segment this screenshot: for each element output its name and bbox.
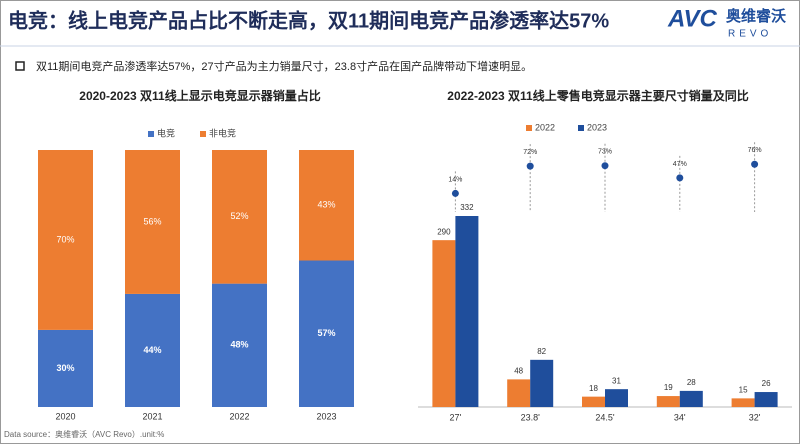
x-tick-label: 32': [749, 412, 761, 422]
x-tick-label: 27': [450, 412, 462, 422]
x-tick-label: 2023: [316, 411, 336, 421]
legend-swatch: [148, 131, 154, 137]
data-label: 82: [537, 347, 546, 356]
growth-label: 72%: [523, 149, 537, 156]
slide-title: 电竞：线上电竞产品占比不断走高，双11期间电竞产品渗透率达57%: [8, 8, 609, 32]
data-label: 57%: [317, 328, 335, 338]
data-label: 44%: [143, 345, 161, 355]
legend-label: 2022: [535, 122, 555, 132]
x-tick-label: 2020: [55, 411, 75, 421]
growth-dot: [601, 162, 609, 170]
bar: [731, 398, 755, 407]
chart-title: 2022-2023 双11线上零售电竞显示器主要尺寸销量及同比: [447, 88, 748, 103]
legend-label: 电竞: [157, 127, 175, 138]
data-label: 52%: [230, 211, 248, 221]
bar-segment: [125, 293, 180, 407]
legend-swatch: [200, 131, 206, 137]
data-label: 43%: [317, 200, 335, 210]
growth-dot: [526, 162, 534, 170]
legend-swatch: [578, 125, 584, 131]
data-label: 56%: [143, 216, 161, 226]
bar: [605, 389, 628, 407]
x-tick-label: 2022: [229, 411, 249, 421]
legend-label: 非电竞: [209, 127, 236, 138]
bar: [582, 396, 605, 407]
bar: [656, 396, 680, 407]
data-label: 18: [589, 384, 598, 393]
chart-title: 2020-2023 双11线上显示电竞显示器销量占比: [79, 88, 320, 103]
logo-en: REVO: [728, 29, 772, 40]
bar-segment: [125, 150, 180, 294]
x-tick-label: 34': [674, 412, 686, 422]
data-label: 15: [739, 385, 748, 394]
data-label: 19: [664, 383, 673, 392]
x-tick-label: 24.5': [595, 412, 615, 422]
growth-dot: [451, 189, 459, 197]
legend-label: 2023: [587, 122, 607, 132]
data-label: 48%: [230, 340, 248, 350]
x-tick-label: 2021: [142, 411, 162, 421]
source: Data source：奥维睿沃（AVC Revo）.unit:%: [4, 429, 164, 439]
bar: [455, 216, 479, 407]
bar-segment: [299, 260, 354, 407]
growth-dot: [676, 174, 684, 182]
data-label: 31: [612, 376, 621, 385]
bar: [530, 359, 554, 407]
data-label: 48: [514, 366, 523, 375]
data-label: 26: [762, 379, 771, 388]
bar-segment: [212, 283, 267, 407]
x-tick-label: 23.8': [521, 412, 541, 422]
data-label: 332: [460, 203, 474, 212]
data-label: 290: [437, 227, 451, 236]
growth-label: 73%: [598, 149, 612, 156]
data-label: 30%: [56, 363, 74, 373]
bar-segment: [212, 150, 267, 284]
bullet-text: 双11期间电竞产品渗透率达57%，27寸产品为主力销量尺寸，23.8寸产品在国产…: [36, 59, 532, 73]
bar-segment: [38, 329, 93, 407]
bullet-icon: [15, 61, 25, 71]
bar: [679, 390, 703, 407]
bar: [754, 392, 778, 407]
bar: [507, 379, 531, 407]
bar: [432, 240, 456, 407]
logo-brand: AVC: [667, 5, 718, 32]
growth-label: 76%: [748, 147, 762, 154]
bar-segment: [299, 150, 354, 261]
growth-dot: [751, 160, 759, 168]
growth-label: 14%: [448, 176, 462, 183]
data-label: 70%: [56, 234, 74, 244]
logo-cn: 奥维睿沃: [726, 7, 786, 25]
growth-label: 47%: [673, 161, 687, 168]
legend-swatch: [526, 125, 532, 131]
bar-segment: [38, 150, 93, 330]
data-label: 28: [687, 378, 696, 387]
